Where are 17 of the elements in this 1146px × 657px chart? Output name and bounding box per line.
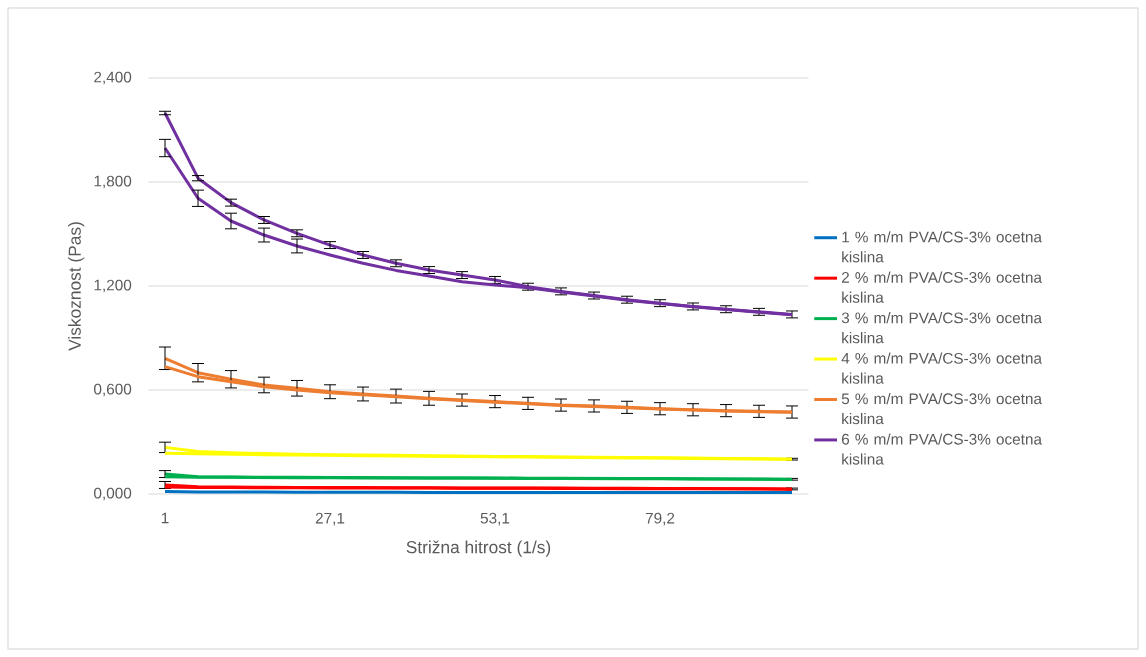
- y-tick-label: 0,600: [94, 383, 132, 397]
- legend-label: 6 % m/m PVA/CS-3% ocetna kislina: [841, 433, 1042, 465]
- legend-label: 5 % m/m PVA/CS-3% ocetna kislina: [841, 392, 1042, 425]
- x-tick-label: 27,1: [315, 512, 345, 526]
- legend-label: 3 % m/m PVA/CS-3% ocetna kislina: [841, 312, 1042, 344]
- y-axis-title: Viskoznost (Pas): [68, 222, 85, 351]
- legend-label: 4 % m/m PVA/CS-3% ocetna kislina: [841, 352, 1042, 384]
- y-tick-label: 1,800: [94, 175, 132, 189]
- legend-label: 2 % m/m PVA/CS-3% ocetna kislina: [841, 271, 1042, 303]
- x-axis-title: Strižna hitrost (1/s): [406, 540, 551, 557]
- y-tick-label: 2,400: [94, 71, 132, 85]
- legend-label: 1 % m/m PVA/CS-3% ocetna kislina: [842, 231, 1042, 263]
- x-tick-label: 79,2: [645, 512, 675, 526]
- y-tick-label: 0,000: [94, 487, 132, 501]
- x-tick-label: 53,1: [480, 512, 510, 526]
- x-tick-label: 1: [161, 512, 169, 524]
- y-tick-label: 1,200: [94, 279, 132, 293]
